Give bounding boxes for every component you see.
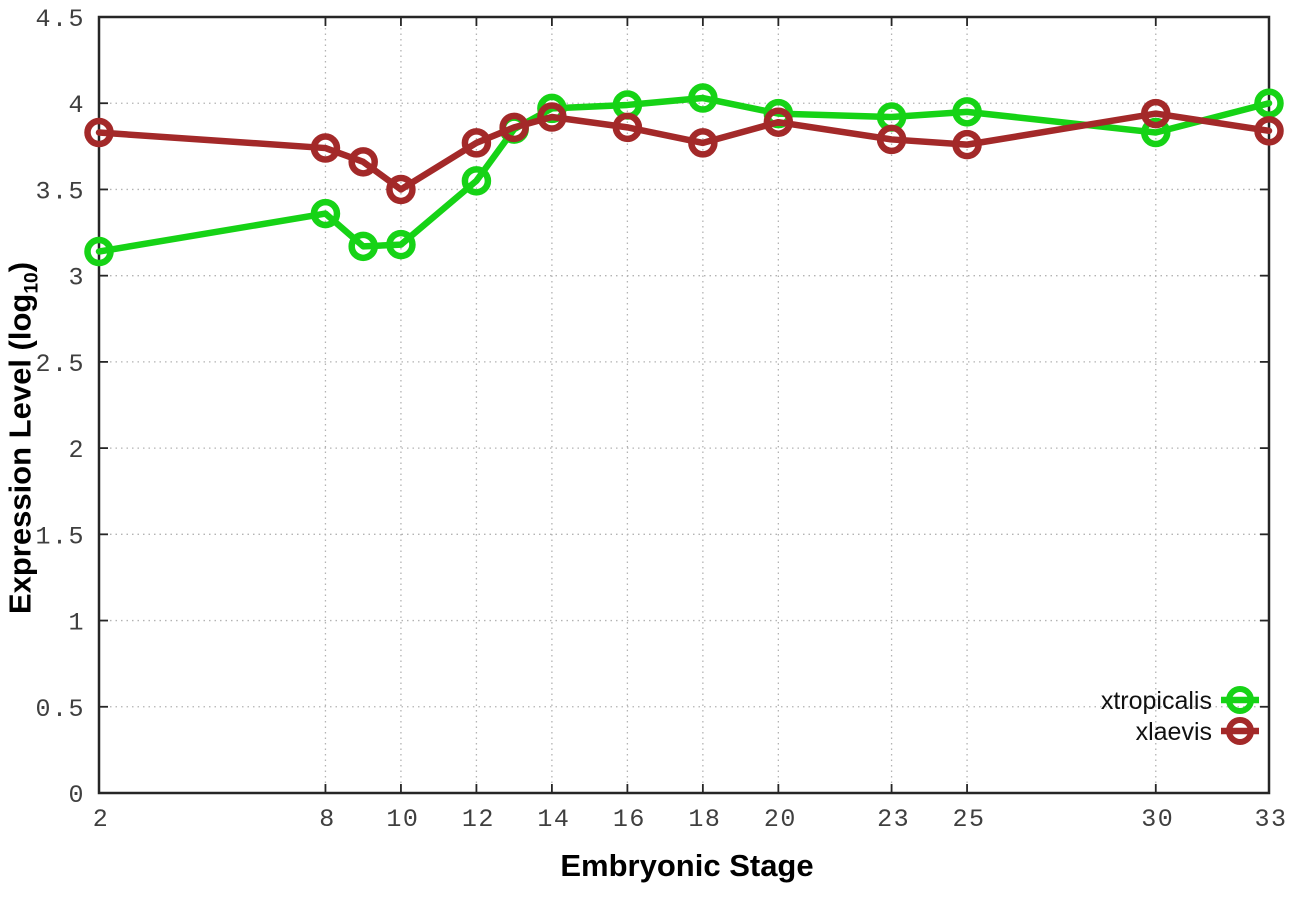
data-point-xlaevis [386,174,416,205]
x-tick-label: 2 [93,805,110,834]
data-point-xtropicalis [386,229,416,260]
plot-border [97,15,1271,795]
data-point-xtropicalis [1254,88,1284,118]
data-point-xtropicalis [348,231,378,262]
data-point-xtropicalis [84,236,114,267]
data-point-xtropicalis [688,83,718,113]
x-tick-label: 16 [613,805,646,834]
series-line-xlaevis [95,110,1273,193]
data-point-xtropicalis [1141,117,1171,148]
data-point-xlaevis [461,128,492,158]
y-tick-label: 3 [68,264,85,293]
data-point-xlaevis [348,147,378,177]
x-tick-label: 18 [688,805,721,834]
data-point-xlaevis [952,129,982,160]
x-tick-label: 20 [764,805,797,834]
y-tick-label: 4 [68,91,85,120]
x-tick-label: 12 [462,805,495,834]
data-point-xlaevis [876,124,907,155]
data-point-xlaevis [537,102,567,132]
x-tick-label: 14 [537,805,570,834]
x-tick-label: 25 [953,805,986,834]
y-tick-label: 4.5 [35,5,85,34]
legend-label-xtropicalis: xtropicalis [1101,687,1212,715]
data-point-xtropicalis [310,198,341,229]
x-axis-title: Embryonic Stage [560,848,814,883]
legend-marker-xtropicalis [1226,686,1254,714]
data-point-xlaevis [310,133,341,163]
x-tick-label: 23 [877,805,910,834]
data-point-xlaevis [499,112,529,143]
x-tick-label: 33 [1254,805,1287,834]
data-point-xlaevis [763,107,794,137]
x-tick-label: 8 [319,805,336,834]
y-axis-title-main: Expression Level (log [2,293,38,615]
data-point-xlaevis [1254,116,1284,146]
y-tick-label: 0.5 [35,695,85,724]
y-axis-title-end: ) [2,261,38,273]
y-tick-label: 3.5 [35,177,85,206]
y-tick-label: 1.5 [35,522,85,551]
data-point-xlaevis [84,117,114,148]
data-point-xlaevis [688,128,718,158]
data-point-xlaevis [1141,98,1171,129]
x-tick-label: 10 [386,805,419,834]
y-axis-title: Expression Level (log10) [2,262,43,614]
data-point-xlaevis [612,112,643,143]
y-tick-label: 1 [68,609,85,638]
y-tick-label: 0 [68,781,85,810]
y-tick-label: 2.5 [35,350,85,379]
data-point-xtropicalis [952,97,982,127]
y-tick-label: 2 [68,436,85,465]
y-axis-title-subscript: 10 [21,272,43,294]
legend-marker-xlaevis [1226,717,1254,745]
data-point-xtropicalis [461,166,492,196]
x-tick-label: 30 [1141,805,1174,834]
legend-label-xlaevis: xlaevis [1136,718,1212,746]
